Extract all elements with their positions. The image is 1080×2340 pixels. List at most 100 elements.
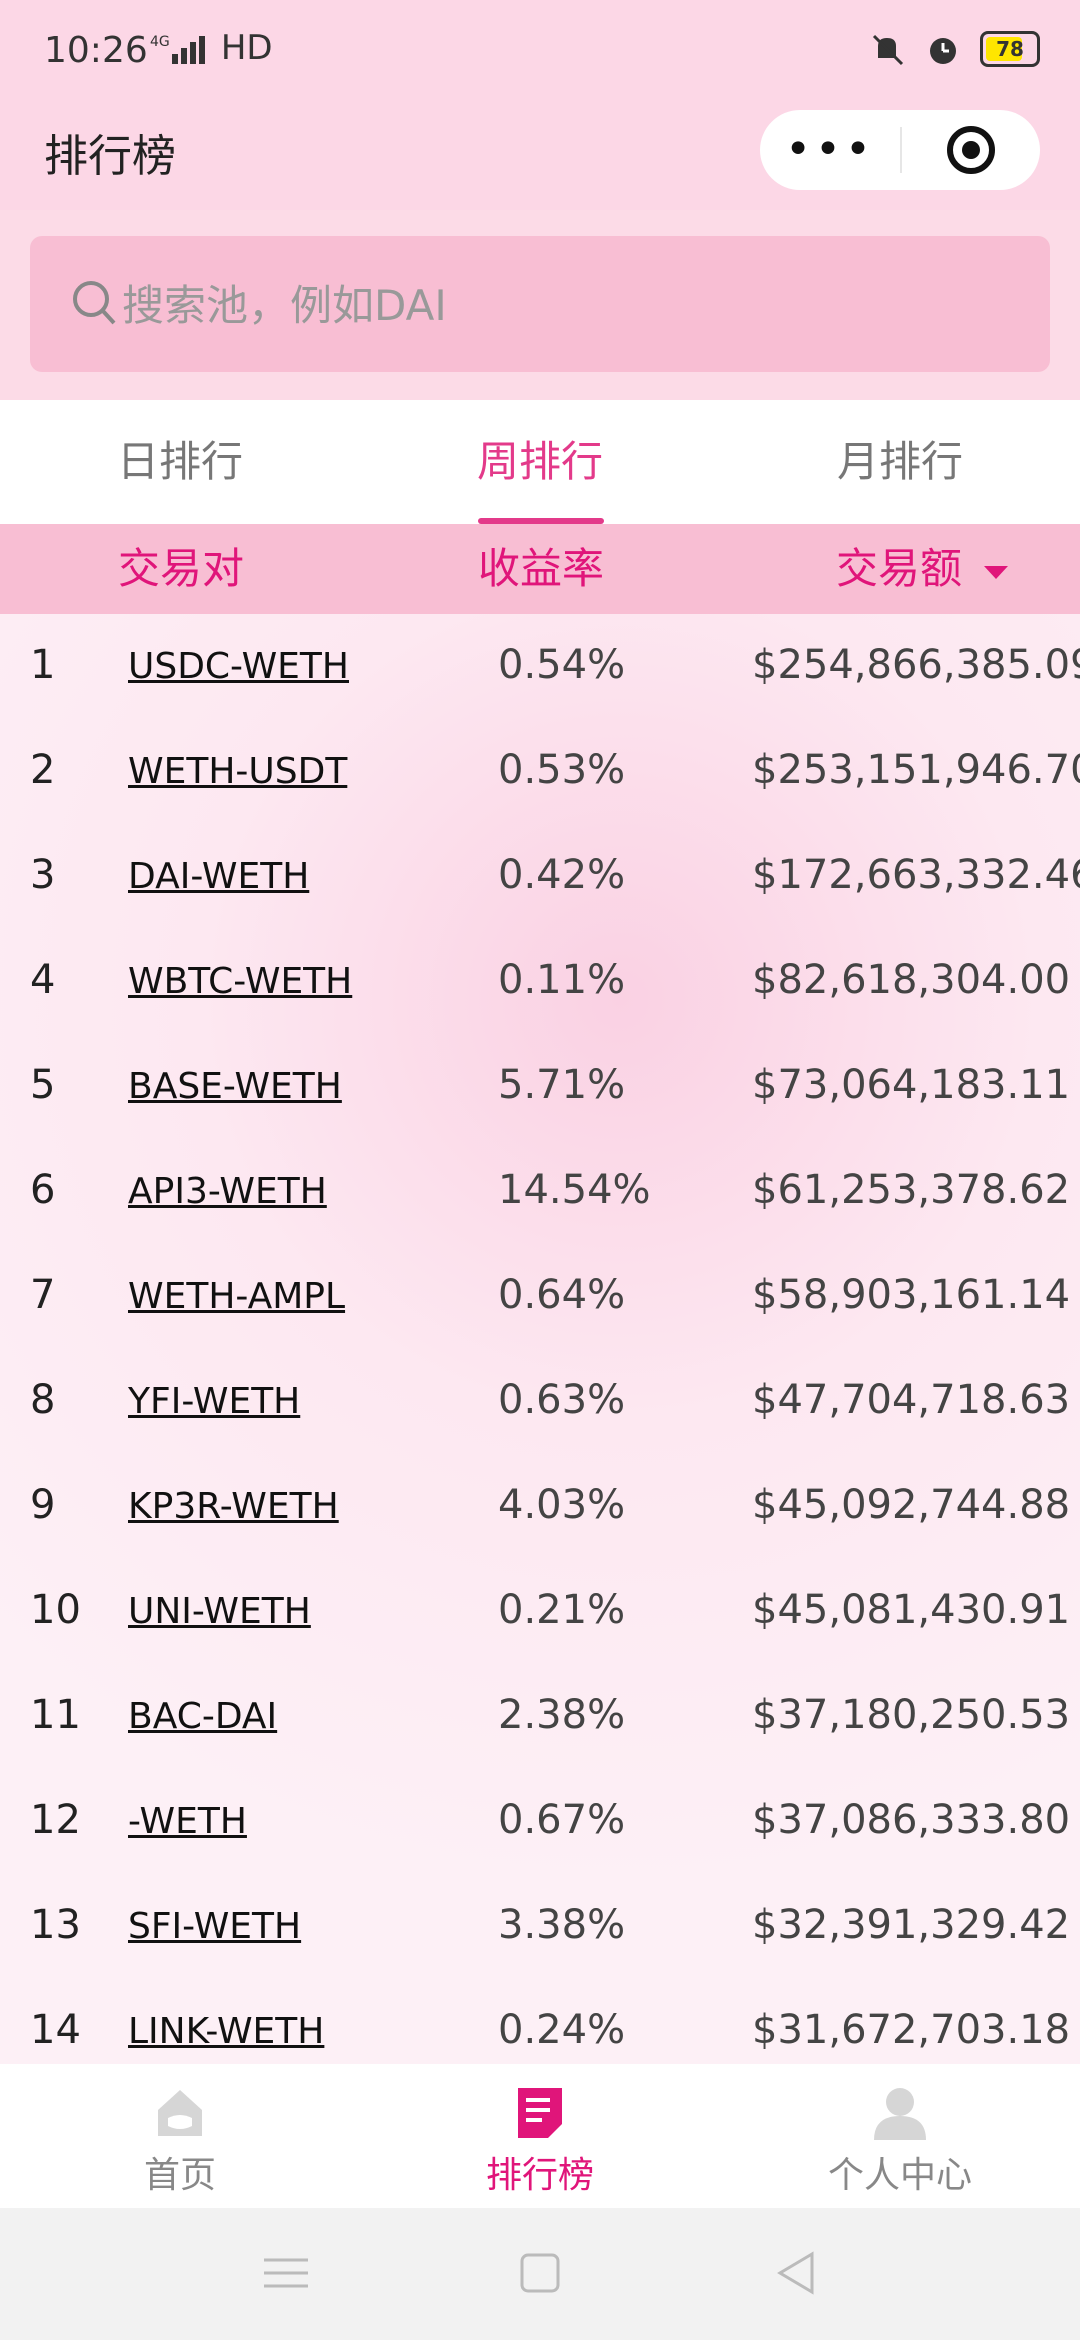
tabbar-item-profile[interactable]: 个人中心 xyxy=(720,2064,1080,2208)
row-rank: 8 xyxy=(30,1377,56,1423)
row-rate: 0.42% xyxy=(498,852,626,898)
row-pair-link[interactable]: BASE-WETH xyxy=(128,1066,342,1107)
tabbar-item-ranking[interactable]: 排行榜 xyxy=(360,2064,720,2208)
row-volume: $45,092,744.88 xyxy=(752,1482,1071,1528)
capsule-divider xyxy=(900,127,902,173)
row-volume: $253,151,946.70 xyxy=(752,747,1080,793)
row-pair-link[interactable]: SFI-WETH xyxy=(128,1906,302,1947)
row-rate: 0.63% xyxy=(498,1377,626,1423)
row-volume: $82,618,304.00 xyxy=(752,957,1071,1003)
alarm-icon xyxy=(930,38,956,64)
row-rank: 1 xyxy=(30,642,56,688)
row-pair-link[interactable]: LINK-WETH xyxy=(128,2011,325,2052)
system-navigation-bar xyxy=(0,2208,1080,2340)
row-rank: 2 xyxy=(30,747,56,793)
home-icon xyxy=(158,2090,202,2136)
table-row[interactable]: 12 -WETH 0.67% $37,086,333.80 xyxy=(0,1769,1080,1874)
header-pair[interactable]: 交易对 xyxy=(118,544,245,593)
row-volume: $32,391,329.42 xyxy=(752,1902,1071,1948)
row-pair-link[interactable]: WETH-USDT xyxy=(128,751,348,792)
tab-weekly[interactable]: 周排行 xyxy=(476,437,603,486)
more-menu-button[interactable]: ••• xyxy=(785,124,875,175)
header-volume-sort[interactable]: 交易额 xyxy=(836,524,1011,614)
period-tabs: 日排行 周排行 月排行 xyxy=(0,400,1080,524)
search-input[interactable] xyxy=(120,236,1024,374)
target-icon xyxy=(947,126,995,174)
table-row[interactable]: 13 SFI-WETH 3.38% $32,391,329.42 xyxy=(0,1874,1080,1979)
table-row[interactable]: 3 DAI-WETH 0.42% $172,663,332.46 xyxy=(0,824,1080,929)
table-row[interactable]: 1 USDC-WETH 0.54% $254,866,385.09 xyxy=(0,614,1080,719)
row-rank: 13 xyxy=(30,1902,81,1948)
row-rate: 2.38% xyxy=(498,1692,626,1738)
battery-icon: 78 xyxy=(980,31,1040,67)
search-icon xyxy=(73,281,116,325)
row-rank: 12 xyxy=(30,1797,81,1843)
row-volume: $47,704,718.63 xyxy=(752,1377,1071,1423)
row-volume: $45,081,430.91 xyxy=(752,1587,1071,1633)
row-volume: $58,903,161.14 xyxy=(752,1272,1071,1318)
row-pair-link[interactable]: USDC-WETH xyxy=(128,646,349,687)
table-row[interactable]: 10 UNI-WETH 0.21% $45,081,430.91 xyxy=(0,1559,1080,1664)
table-header: 交易对 收益率 交易额 xyxy=(0,524,1080,614)
row-volume: $73,064,183.11 xyxy=(752,1062,1071,1108)
nav-bar: 排行榜 ••• xyxy=(0,110,1080,210)
tab-daily[interactable]: 日排行 xyxy=(116,437,243,486)
search-box[interactable] xyxy=(30,236,1050,374)
home-square-icon[interactable] xyxy=(510,2248,570,2298)
ranking-doc-icon xyxy=(518,2088,562,2138)
row-pair-link[interactable]: WBTC-WETH xyxy=(128,961,353,1002)
row-volume: $172,663,332.46 xyxy=(752,852,1080,898)
header-volume: 交易额 xyxy=(836,544,963,593)
row-pair-link[interactable]: API3-WETH xyxy=(128,1171,327,1212)
table-row[interactable]: 14 LINK-WETH 0.24% $31,672,703.18 xyxy=(0,1979,1080,2064)
signal-indicator: 4G HD xyxy=(150,28,273,68)
row-rate: 0.53% xyxy=(498,747,626,793)
table-row[interactable]: 5 BASE-WETH 5.71% $73,064,183.11 xyxy=(0,1034,1080,1139)
status-bar: 10:26 4G HD 78 xyxy=(0,0,1080,110)
row-pair-link[interactable]: WETH-AMPL xyxy=(128,1276,346,1317)
row-rank: 3 xyxy=(30,852,56,898)
tabbar-label-ranking: 排行榜 xyxy=(485,2155,594,2196)
row-rank: 9 xyxy=(30,1482,56,1528)
row-pair-link[interactable]: DAI-WETH xyxy=(128,856,310,897)
battery-level: 78 xyxy=(996,37,1024,61)
row-rank: 10 xyxy=(30,1587,81,1633)
row-rate: 4.03% xyxy=(498,1482,626,1528)
tabbar-label-home: 首页 xyxy=(143,2155,216,2196)
tabbar-item-home[interactable]: 首页 xyxy=(0,2064,360,2208)
row-rank: 11 xyxy=(30,1692,81,1738)
table-row[interactable]: 9 KP3R-WETH 4.03% $45,092,744.88 xyxy=(0,1454,1080,1559)
row-rank: 7 xyxy=(30,1272,56,1318)
header-rate[interactable]: 收益率 xyxy=(478,544,605,593)
close-miniprogram-button[interactable] xyxy=(902,124,1040,176)
row-pair-link[interactable]: KP3R-WETH xyxy=(128,1486,339,1527)
row-pair-link[interactable]: -WETH xyxy=(128,1801,247,1842)
search-section xyxy=(0,210,1080,400)
miniprogram-capsule: ••• xyxy=(760,110,1040,190)
table-row[interactable]: 7 WETH-AMPL 0.64% $58,903,161.14 xyxy=(0,1244,1080,1349)
recent-apps-icon[interactable] xyxy=(256,2248,316,2298)
row-pair-link[interactable]: UNI-WETH xyxy=(128,1591,311,1632)
table-row[interactable]: 8 YFI-WETH 0.63% $47,704,718.63 xyxy=(0,1349,1080,1454)
row-rate: 14.54% xyxy=(498,1167,651,1213)
table-row[interactable]: 11 BAC-DAI 2.38% $37,180,250.53 xyxy=(0,1664,1080,1769)
row-rate: 0.54% xyxy=(498,642,626,688)
mute-icon xyxy=(872,34,904,66)
table-row[interactable]: 6 API3-WETH 14.54% $61,253,378.62 xyxy=(0,1139,1080,1244)
tabbar-label-profile: 个人中心 xyxy=(827,2155,972,2196)
status-time: 10:26 xyxy=(44,30,148,71)
sort-desc-icon xyxy=(984,565,1009,579)
row-pair-link[interactable]: YFI-WETH xyxy=(128,1381,301,1422)
row-volume: $254,866,385.09 xyxy=(752,642,1080,688)
row-pair-link[interactable]: BAC-DAI xyxy=(128,1696,278,1737)
row-volume: $37,180,250.53 xyxy=(752,1692,1071,1738)
row-rate: 5.71% xyxy=(498,1062,626,1108)
table-row[interactable]: 2 WETH-USDT 0.53% $253,151,946.70 xyxy=(0,719,1080,824)
row-rank: 6 xyxy=(30,1167,56,1213)
back-triangle-icon[interactable] xyxy=(766,2248,826,2298)
bottom-tabbar: 首页 排行榜 个人中心 xyxy=(0,2064,1080,2208)
active-tab-indicator xyxy=(478,518,604,524)
table-row[interactable]: 4 WBTC-WETH 0.11% $82,618,304.00 xyxy=(0,929,1080,1034)
page-title: 排行榜 xyxy=(44,131,176,182)
tab-monthly[interactable]: 月排行 xyxy=(836,437,963,486)
